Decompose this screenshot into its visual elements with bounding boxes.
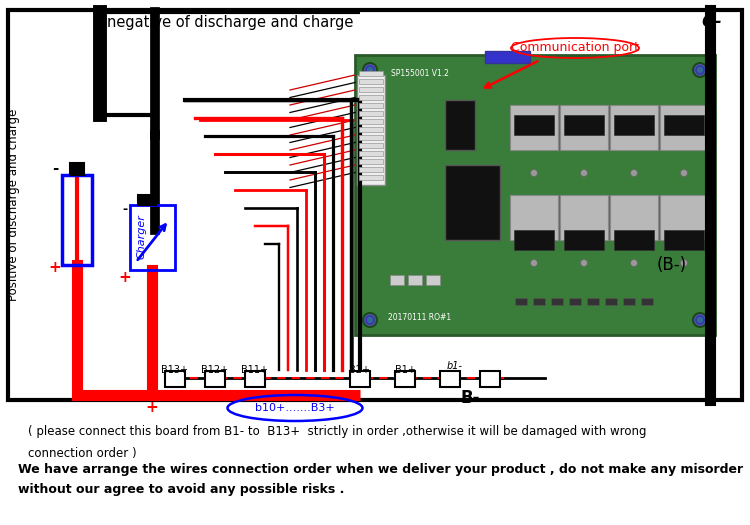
Text: B-: B- (460, 389, 480, 407)
Bar (533, 298, 545, 305)
Ellipse shape (631, 170, 638, 176)
Text: 20170111 RO#1: 20170111 RO#1 (388, 312, 452, 321)
Bar (560, 195, 608, 240)
Ellipse shape (363, 313, 377, 327)
Text: +: + (146, 401, 158, 415)
Bar (355, 55, 715, 335)
Text: +: + (118, 270, 131, 286)
Bar (514, 115, 554, 135)
Bar (514, 230, 554, 250)
Bar (359, 111, 383, 116)
Bar (660, 105, 708, 150)
Bar (510, 105, 558, 150)
Ellipse shape (693, 63, 707, 77)
Text: ( please connect this board from B1- to  B13+  strictly in order ,otherwise it w: ( please connect this board from B1- to … (28, 425, 646, 438)
Bar (359, 71, 383, 76)
Bar (610, 105, 658, 150)
Text: -: - (122, 204, 128, 216)
Bar (605, 298, 617, 305)
Bar (138, 195, 156, 205)
Bar (587, 298, 599, 305)
Bar (510, 195, 558, 240)
Bar (569, 298, 581, 305)
Bar (359, 127, 383, 132)
Text: +: + (49, 260, 62, 276)
Text: Charger: Charger (137, 215, 147, 259)
Bar (623, 298, 635, 305)
Bar (564, 115, 604, 135)
Bar (485, 51, 530, 63)
Text: B11+: B11+ (242, 365, 268, 375)
Bar (70, 163, 84, 175)
Bar (660, 195, 708, 240)
Text: B2+: B2+ (350, 365, 370, 375)
Ellipse shape (693, 313, 707, 327)
Text: (B-): (B-) (657, 256, 687, 274)
Bar (359, 95, 383, 100)
Ellipse shape (696, 66, 704, 74)
Text: connection order ): connection order ) (28, 446, 136, 459)
Ellipse shape (696, 316, 704, 324)
Text: B12+: B12+ (202, 365, 229, 375)
Ellipse shape (631, 259, 638, 267)
Bar (359, 175, 383, 180)
Bar (359, 167, 383, 172)
Bar (480, 371, 500, 387)
Bar (359, 135, 383, 140)
Ellipse shape (366, 316, 374, 324)
Bar (551, 298, 563, 305)
Ellipse shape (680, 170, 688, 176)
Ellipse shape (680, 259, 688, 267)
Text: negative of discharge and charge: negative of discharge and charge (106, 15, 353, 29)
Text: b10+.......B3+: b10+.......B3+ (255, 403, 334, 413)
Bar (664, 230, 704, 250)
Text: We have arrange the wires connection order when we deliver your product , do not: We have arrange the wires connection ord… (18, 464, 743, 477)
Bar (614, 115, 654, 135)
Bar (62, 175, 92, 265)
Bar (560, 105, 608, 150)
Bar (445, 100, 475, 150)
Bar (359, 143, 383, 148)
Bar (359, 119, 383, 124)
Bar (205, 371, 225, 387)
Bar (564, 230, 604, 250)
Bar (359, 159, 383, 164)
Text: C-: C- (702, 13, 722, 31)
Bar (357, 75, 385, 185)
Bar (426, 275, 440, 285)
Bar (408, 275, 422, 285)
Bar (664, 115, 704, 135)
Bar (359, 151, 383, 156)
Ellipse shape (580, 259, 587, 267)
Text: without our agree to avoid any possible risks .: without our agree to avoid any possible … (18, 484, 344, 497)
Bar (440, 371, 460, 387)
Text: B13+: B13+ (161, 365, 188, 375)
Ellipse shape (363, 63, 377, 77)
Ellipse shape (530, 259, 538, 267)
Bar (359, 79, 383, 84)
Bar (8, 10, 742, 400)
Bar (515, 298, 527, 305)
Text: Positive of discharge and charge: Positive of discharge and charge (8, 109, 20, 301)
Bar (610, 195, 658, 240)
Text: Communication port: Communication port (511, 41, 639, 55)
Bar (390, 275, 404, 285)
Bar (350, 371, 370, 387)
Bar (245, 371, 265, 387)
Text: SP155001 V1.2: SP155001 V1.2 (391, 68, 449, 78)
Bar (614, 230, 654, 250)
Bar (165, 371, 185, 387)
Bar (359, 103, 383, 108)
Bar (395, 371, 415, 387)
Bar (130, 205, 175, 270)
Bar (359, 87, 383, 92)
Text: B1+: B1+ (394, 365, 416, 375)
Ellipse shape (366, 66, 374, 74)
Bar (641, 298, 653, 305)
Ellipse shape (530, 170, 538, 176)
Text: -: - (52, 161, 58, 175)
Ellipse shape (580, 170, 587, 176)
Bar (445, 165, 500, 240)
Text: b1-: b1- (447, 361, 463, 371)
